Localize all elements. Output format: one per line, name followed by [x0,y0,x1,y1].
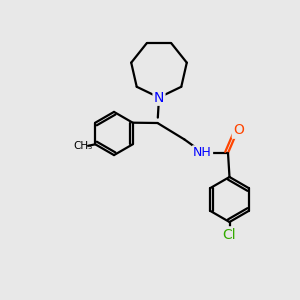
Text: NH: NH [193,146,212,160]
Text: CH₃: CH₃ [73,141,92,151]
Text: O: O [233,124,244,137]
Text: N: N [154,91,164,104]
Text: Cl: Cl [223,228,236,242]
